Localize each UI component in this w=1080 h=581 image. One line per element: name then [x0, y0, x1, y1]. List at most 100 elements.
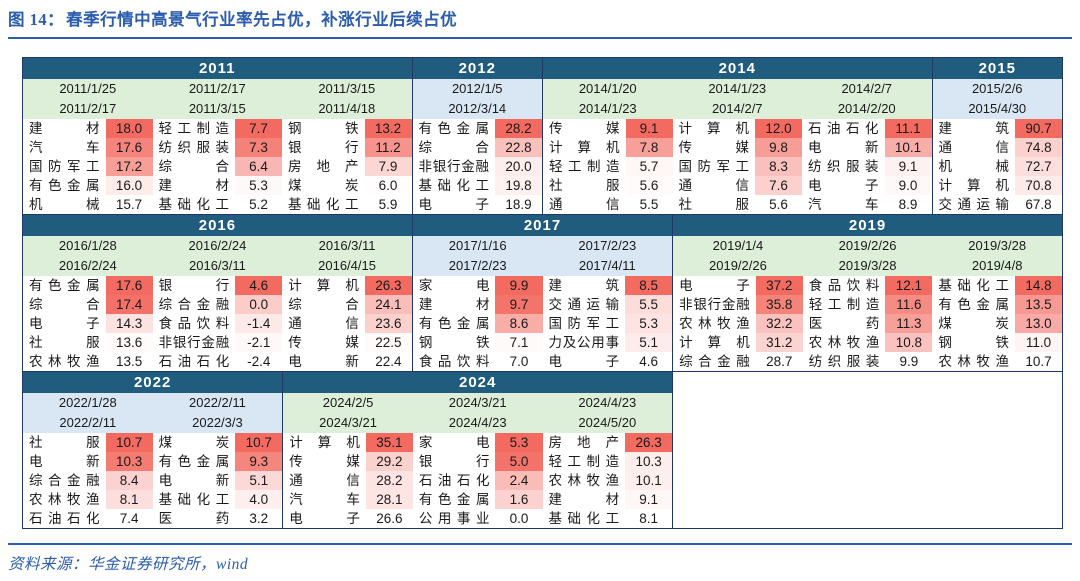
industry-row: 建材 18.0	[23, 119, 153, 138]
industry-name-cell: 轻工制造	[808, 297, 880, 312]
industry-name-cell: 农林牧渔	[29, 354, 100, 369]
industry-row: 通信 74.8	[933, 138, 1062, 157]
date-range-cell: 2012/1/5 2012/3/14	[412, 79, 542, 119]
industry-row: 石油石化 2.4	[413, 471, 543, 490]
industry-row: 社服 10.7	[23, 433, 153, 452]
industry-value-cell: 5.6	[755, 195, 802, 214]
heatmap-table: 2011 2011/1/25 2011/2/17 2011/2/17 2011/3/15…	[22, 57, 1063, 529]
date-range-cell: 2017/1/16 2017/2/23	[412, 236, 543, 276]
date-start: 2016/1/28	[58, 238, 117, 253]
industry-value-cell: 13.2	[364, 119, 412, 138]
industry-name-cell: 有色金属	[938, 297, 1009, 312]
date-range-row: 2012/1/5 2012/3/14	[412, 79, 542, 119]
date-start: 2011/1/25	[59, 81, 117, 96]
industry-column: 有色金属 28.2 综合 22.8 非银行金融 20.0 基础化工 19.8 电子 18.9	[413, 119, 542, 214]
industry-row: 机械 15.7	[23, 195, 153, 214]
industry-row: 建材 9.1	[543, 490, 673, 509]
industry-name-cell: 综合	[288, 297, 359, 312]
industry-value-cell: 9.3	[235, 452, 283, 471]
industry-value-cell: 10.7	[235, 433, 283, 452]
industry-row: 计算机 26.3	[282, 276, 412, 295]
date-end: 2012/3/14	[448, 101, 507, 116]
industry-value-cell: -2.4	[235, 352, 283, 371]
industry-name-cell: 煤炭	[158, 435, 230, 450]
industry-name-cell: 基础化工	[938, 278, 1009, 293]
industry-row: 家电 9.9	[413, 276, 543, 295]
industry-row: 计算机 31.2	[673, 333, 803, 352]
industry-row: 通信 5.5	[543, 195, 673, 214]
date-start: 2017/1/16	[448, 238, 507, 253]
industry-row: 交通运输 5.5	[543, 295, 673, 314]
date-end: 2017/2/23	[448, 258, 507, 273]
year-block-2015: 2015 2015/2/6 2015/4/30 建筑 90.7 通信 74.8 机械 72.7 计…	[931, 58, 1062, 214]
industry-row: 社服 5.6	[673, 195, 802, 214]
industry-row: 电新 10.1	[802, 138, 932, 157]
block-body: 有色金属 28.2 综合 22.8 非银行金融 20.0 基础化工 19.8 电子 18.9	[413, 119, 542, 214]
industry-value-cell: 12.0	[755, 119, 802, 138]
industry-name-cell: 计算机	[678, 121, 750, 136]
date-range-cell: 2017/2/23 2017/4/11	[542, 236, 673, 276]
date-start: 2014/1/23	[708, 81, 767, 96]
industry-row: 非银行金融 20.0	[413, 157, 542, 176]
industry-name-cell: 银行	[158, 278, 230, 293]
industry-name-cell: 纺织服装	[808, 159, 879, 174]
industry-value-cell: 14.3	[105, 314, 153, 333]
year-block-2011: 2011 2011/1/25 2011/2/17 2011/2/17 2011/3/15…	[23, 58, 412, 214]
industry-value-cell: 17.2	[105, 157, 153, 176]
industry-value-cell: 0.0	[235, 295, 283, 314]
date-range-row: 2016/1/28 2016/2/24 2016/2/24 2016/3/11 2016…	[23, 236, 412, 276]
industry-value-cell: 22.5	[364, 333, 412, 352]
industry-column: 有色金属 17.6 综合 17.4 电子 14.3 社服 13.6 农林牧渔 13.5	[23, 276, 153, 371]
industry-value-cell: 20.0	[495, 157, 542, 176]
source-note: 资料来源：华金证券研究所，wind	[8, 543, 1072, 574]
industry-row: 房地产 26.3	[543, 433, 673, 452]
industry-name-cell: 农林牧渔	[808, 335, 880, 350]
industry-name-cell: 汽车	[289, 492, 360, 507]
industry-name-cell: 国防军工	[29, 159, 100, 174]
industry-row: 银行 4.6	[153, 276, 283, 295]
industry-row: 传媒 22.5	[282, 333, 412, 352]
industry-row: 机械 72.7	[933, 157, 1062, 176]
industry-value-cell: 10.1	[884, 138, 932, 157]
block-body: 传媒 9.1 计算机 7.8 轻工制造 5.7 社服 5.6 通信 5.5 计算机 12.0 传媒 9.8…	[543, 119, 932, 214]
industry-row: 国防军工 8.3	[673, 157, 802, 176]
industry-row: 建材 5.3	[153, 176, 282, 195]
date-range-cell: 2024/2/5 2024/3/21	[283, 393, 413, 433]
industry-column: 银行 4.6 综合金融 0.0 食品饮料 -1.4 非银行金融 -2.1 石油石化 -2.4	[153, 276, 283, 371]
date-range-row: 2017/1/16 2017/2/23 2017/2/23 2017/4/11	[412, 236, 673, 276]
date-end: 2011/4/18	[318, 101, 376, 116]
industry-row: 石油石化 7.4	[23, 509, 153, 528]
figure-title-text: 春季行情中高景气行业率先占优，补涨行业后续占优	[66, 10, 458, 29]
block-body: 社服 10.7 电新 10.3 综合金融 8.4 农林牧渔 8.1 石油石化 7.4 煤炭 10.7 有…	[23, 433, 283, 528]
industry-value-cell: -1.4	[235, 314, 283, 333]
industry-row: 农林牧渔 10.1	[543, 471, 673, 490]
industry-name-cell: 非银行金融	[158, 335, 230, 350]
industry-row: 公用事业 0.0	[413, 509, 543, 528]
industry-name-cell: 轻工制造	[158, 121, 230, 136]
industry-row: 有色金属 16.0	[23, 176, 153, 195]
year-header: 2015	[932, 58, 1062, 79]
industry-name-cell: 家电	[418, 278, 490, 293]
industry-row: 传媒 9.8	[673, 138, 802, 157]
industry-value-cell: 26.3	[625, 433, 673, 452]
year-block-2014: 2014 2014/1/20 2014/1/23 2014/1/23 2014/2/7 2…	[542, 58, 932, 214]
industry-value-cell: 5.9	[364, 195, 412, 214]
block-body: 电子 37.2 非银行金融 35.8 农林牧渔 32.2 计算机 31.2 综合金融 28.7 食品…	[673, 276, 1062, 371]
industry-row: 轻工制造 7.7	[153, 119, 282, 138]
industry-name-cell: 综合	[418, 140, 490, 155]
industry-row: 非银行金融 35.8	[673, 295, 803, 314]
industry-value-cell: 35.1	[365, 433, 413, 452]
date-range-cell: 2011/2/17 2011/3/15	[152, 79, 282, 119]
date-start: 2016/3/11	[318, 238, 376, 253]
industry-column: 计算机 35.1 传媒 29.2 通信 28.2 汽车 28.1 电子 26.6	[283, 433, 413, 528]
industry-name-cell: 食品饮料	[158, 316, 230, 331]
year-block-2012: 2012 2012/1/5 2012/3/14 有色金属 28.2 综合 22.8 非银行金融…	[411, 58, 542, 214]
industry-value-cell: 5.3	[495, 433, 543, 452]
industry-row: 综合 22.8	[413, 138, 542, 157]
industry-row: 纺织服装 7.3	[153, 138, 282, 157]
date-end: 2014/2/20	[837, 101, 896, 116]
industry-value-cell: 13.5	[1014, 295, 1062, 314]
industry-name-cell: 石油石化	[418, 473, 490, 488]
date-range-cell: 2014/1/20 2014/1/23	[543, 79, 673, 119]
industry-name-cell: 计算机	[549, 140, 620, 155]
